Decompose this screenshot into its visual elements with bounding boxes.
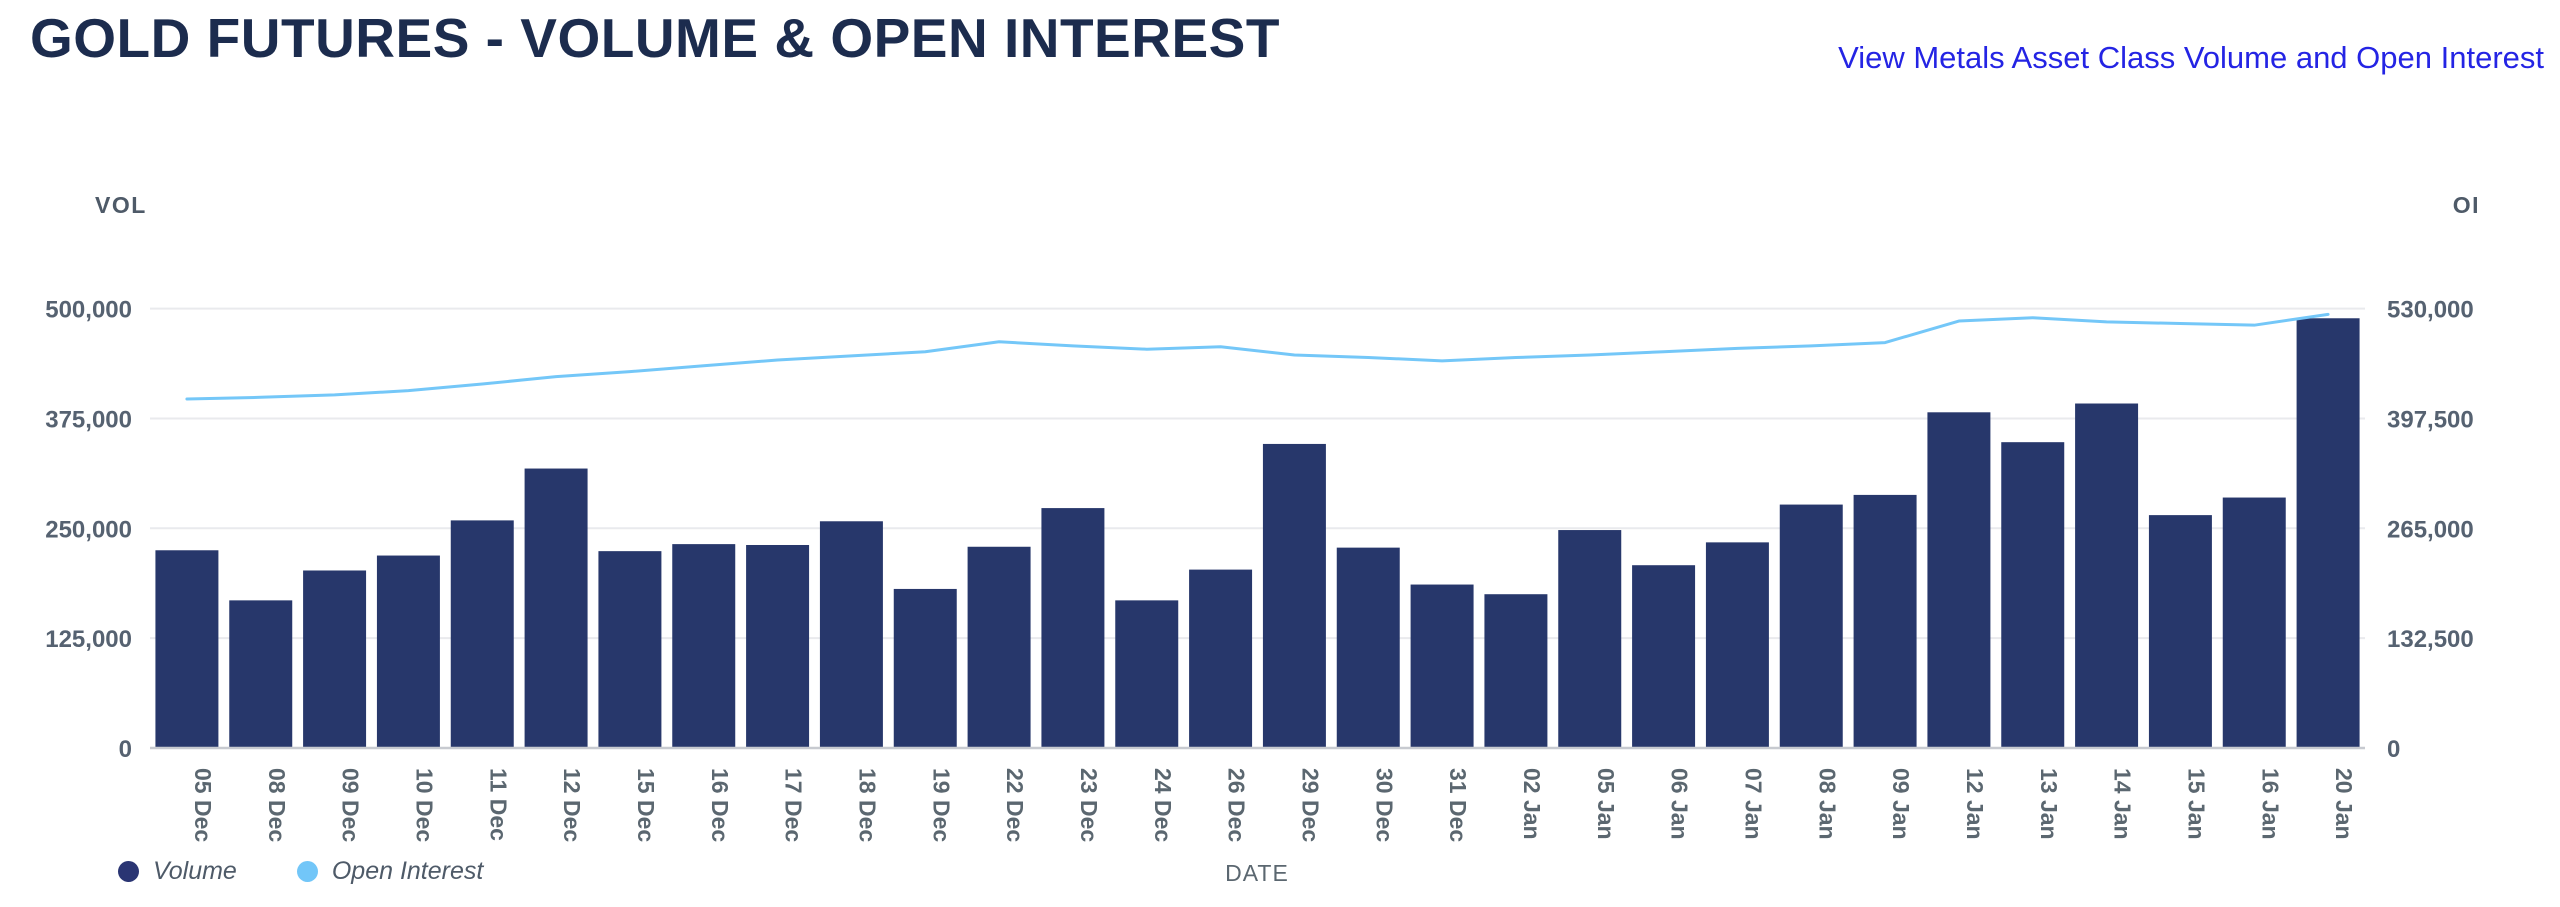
y-tick-label-right: 397,500 — [2387, 406, 2474, 433]
volume-bar[interactable] — [303, 570, 367, 748]
volume-bar[interactable] — [229, 600, 293, 748]
volume-bar[interactable] — [1336, 547, 1400, 748]
volume-bar[interactable] — [1484, 594, 1548, 748]
volume-bar[interactable] — [1927, 412, 1991, 748]
view-metals-link[interactable]: View Metals Asset Class Volume and Open … — [1838, 40, 2544, 75]
volume-bar[interactable] — [672, 544, 736, 748]
x-tick-label: 16 Dec — [707, 768, 733, 842]
x-tick-label: 23 Dec — [1076, 768, 1102, 842]
y-tick-label-right: 132,500 — [2387, 626, 2474, 653]
x-tick-label: 08 Jan — [1814, 768, 1840, 840]
x-tick-label: 26 Dec — [1224, 768, 1250, 842]
volume-bar[interactable] — [1410, 584, 1474, 748]
x-tick-label: 09 Dec — [338, 768, 364, 842]
y-tick-label-left: 500,000 — [45, 297, 132, 324]
x-tick-label: 19 Dec — [928, 768, 954, 842]
x-axis-title: DATE — [1225, 860, 1289, 886]
volume-bar[interactable] — [2148, 515, 2212, 748]
volume-bar[interactable] — [2075, 403, 2139, 748]
volume-bar[interactable] — [1779, 504, 1843, 748]
page-title: GOLD FUTURES - VOLUME & OPEN INTEREST — [30, 7, 1280, 69]
x-tick-label: 30 Dec — [1371, 768, 1397, 842]
x-tick-label: 29 Dec — [1297, 768, 1323, 842]
x-tick-label: 31 Dec — [1445, 768, 1471, 842]
x-tick-label: 15 Jan — [2183, 768, 2209, 840]
volume-bar[interactable] — [450, 520, 514, 748]
volume-legend-label: Volume — [153, 857, 237, 885]
x-tick-label: 14 Jan — [2110, 768, 2136, 840]
volume-bar[interactable] — [1705, 542, 1769, 748]
y-tick-label-left: 0 — [119, 736, 132, 763]
x-tick-label: 10 Dec — [411, 768, 437, 842]
x-tick-label: 07 Jan — [1740, 768, 1766, 840]
x-tick-label: 08 Dec — [264, 768, 290, 842]
x-tick-label: 06 Jan — [1667, 768, 1693, 840]
volume-bar[interactable] — [1853, 494, 1917, 748]
volume-bar[interactable] — [746, 544, 810, 748]
legend-item-open-interest[interactable]: Open Interest — [296, 857, 484, 886]
x-tick-label: 12 Jan — [1962, 768, 1988, 840]
x-tick-label: 05 Jan — [1593, 768, 1619, 840]
y-tick-label-right: 530,000 — [2387, 297, 2474, 324]
open-interest-legend-dot — [296, 861, 318, 882]
volume-bar[interactable] — [524, 468, 588, 748]
x-tick-label: 09 Jan — [1888, 768, 1914, 840]
volume-bar[interactable] — [893, 588, 957, 748]
volume-bar[interactable] — [2001, 442, 2065, 748]
volume-bar[interactable] — [819, 521, 883, 748]
chart-legend: Volume Open Interest — [118, 857, 483, 886]
x-tick-label: 12 Dec — [559, 768, 585, 842]
legend-item-volume[interactable]: Volume — [118, 857, 237, 886]
volume-bar[interactable] — [376, 555, 440, 748]
x-tick-label: 13 Jan — [2036, 768, 2062, 840]
volume-bar[interactable] — [1041, 508, 1105, 748]
y-tick-label-left: 125,000 — [45, 626, 132, 653]
y-tick-label-right: 265,000 — [2387, 516, 2474, 543]
x-tick-label: 17 Dec — [781, 768, 807, 842]
x-tick-label: 24 Dec — [1150, 768, 1176, 842]
right-axis-title: OI — [2452, 192, 2480, 218]
x-tick-label: 05 Dec — [190, 768, 216, 842]
volume-bar[interactable] — [2296, 318, 2360, 748]
volume-bar[interactable] — [155, 550, 219, 748]
open-interest-line — [185, 312, 2330, 401]
volume-bar[interactable] — [1189, 569, 1253, 748]
volume-bar[interactable] — [2222, 497, 2286, 748]
x-tick-label: 18 Dec — [854, 768, 880, 842]
volume-bar[interactable] — [1262, 443, 1326, 748]
y-tick-label-left: 250,000 — [45, 516, 132, 543]
volume-bar[interactable] — [1632, 565, 1696, 748]
left-axis-title: VOL — [95, 192, 147, 218]
open-interest-legend-label: Open Interest — [331, 857, 484, 885]
x-tick-label: 20 Jan — [2331, 768, 2357, 840]
volume-bar[interactable] — [967, 546, 1031, 748]
x-tick-label: 16 Jan — [2257, 768, 2283, 840]
volume-bar[interactable] — [598, 551, 662, 748]
volume-bar[interactable] — [1558, 530, 1622, 748]
y-tick-label-right: 0 — [2387, 736, 2400, 763]
x-tick-label: 22 Dec — [1002, 768, 1028, 842]
x-tick-label: 15 Dec — [633, 768, 659, 842]
y-tick-label-left: 375,000 — [45, 406, 132, 433]
x-tick-label: 02 Jan — [1519, 768, 1545, 840]
volume-legend-dot — [118, 861, 139, 882]
x-tick-label: 11 Dec — [485, 768, 511, 841]
volume-bar[interactable] — [1115, 600, 1179, 748]
